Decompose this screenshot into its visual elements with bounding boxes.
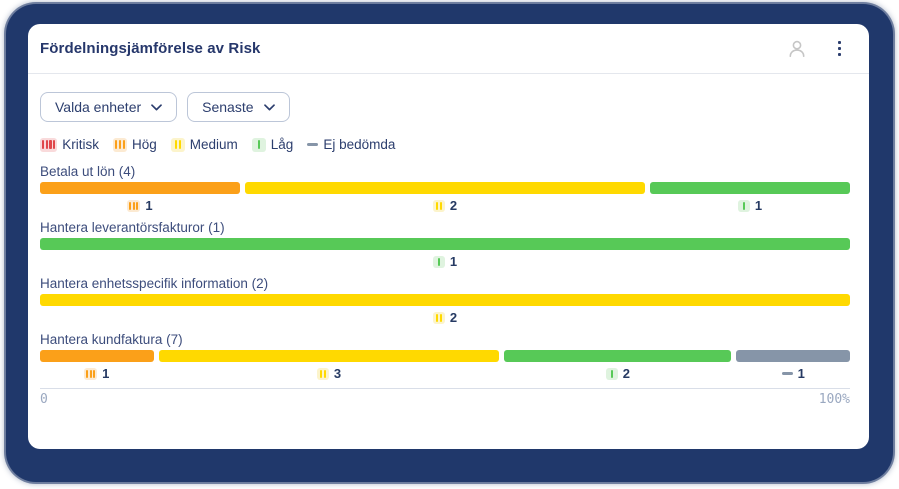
segment-count-value: 1 <box>797 366 805 381</box>
legend-label: Medium <box>189 137 238 152</box>
legend-item-kritisk[interactable]: Kritisk <box>40 137 99 152</box>
segment-count-value: 2 <box>449 310 458 325</box>
lag-severity-icon <box>432 255 445 268</box>
hog-severity-icon <box>113 137 127 152</box>
legend-label: Kritisk <box>62 137 99 152</box>
user-icon[interactable] <box>786 38 808 60</box>
segment-count-value: 1 <box>754 198 763 213</box>
segment-count-value: 2 <box>449 198 458 213</box>
card-header: Fördelningsjämförelse av Risk <box>28 24 869 74</box>
row-bars: 1 3 2 1 <box>40 350 851 381</box>
segment-count-value: 2 <box>622 366 630 381</box>
bar-segment-lag[interactable] <box>504 350 732 362</box>
segment-count: 1 <box>40 254 850 269</box>
segment-count: 2 <box>504 366 731 381</box>
x-axis: 0 100% <box>40 388 850 407</box>
row-label: Hantera enhetsspecifik information (2) <box>40 276 269 291</box>
legend-item-hog[interactable]: Hög <box>113 137 157 152</box>
chart-row: Hantera kundfaktura (7) 1 3 2 1 <box>40 332 851 381</box>
lag-severity-icon <box>605 367 618 380</box>
segment-count-value: 1 <box>449 254 458 269</box>
legend-item-ej[interactable]: Ej bedömda <box>307 137 395 152</box>
bar-segment-lag[interactable] <box>40 238 850 250</box>
hog-severity-icon <box>127 199 141 212</box>
units-filter-dropdown[interactable]: Valda enheter <box>40 92 178 122</box>
segment-count: 1 <box>40 366 154 381</box>
period-filter-dropdown[interactable]: Senaste <box>187 92 290 122</box>
chevron-down-icon <box>151 103 162 110</box>
filter-bar: Valda enheter Senaste <box>40 92 850 122</box>
segment-count-value: 3 <box>333 366 342 381</box>
row-bars: 2 <box>40 294 850 325</box>
axis-end-label: 100% <box>818 392 850 407</box>
header-icons <box>786 38 845 60</box>
axis-start-label: 0 <box>40 392 48 407</box>
legend-item-medium[interactable]: Medium <box>170 137 238 152</box>
segment-count-value: 1 <box>102 366 110 381</box>
bar-segment-medium[interactable] <box>245 182 645 194</box>
segment-ej: 1 <box>736 350 851 381</box>
chart-row: Betala ut lön (4) 1 2 1 <box>40 164 850 213</box>
row-bars: 1 2 1 <box>40 182 850 213</box>
chart-rows: Betala ut lön (4) 1 2 1 Hantera leverantörsf… <box>40 164 851 381</box>
segment-count-value: 1 <box>145 198 153 213</box>
segment-lag: 2 <box>504 350 732 381</box>
segment-count: 2 <box>245 198 645 213</box>
row-label: Hantera kundfaktura (7) <box>40 332 183 347</box>
ej-dash-icon <box>781 371 793 376</box>
bar-segment-medium[interactable] <box>158 350 500 362</box>
bar-segment-hog[interactable] <box>40 182 240 194</box>
chart-row: Hantera leverantörsfakturor (1) 1 <box>40 220 850 269</box>
row-bars: 1 <box>40 238 850 269</box>
segment-lag: 1 <box>40 238 850 269</box>
card-body: Valda enheter Senaste Kritisk Hög Medium Lå… <box>28 74 869 407</box>
segment-count: 2 <box>40 310 850 325</box>
period-filter-label: Senaste <box>202 99 254 115</box>
legend: Kritisk Hög Medium Låg Ej bedömda <box>40 137 850 152</box>
medium-severity-icon <box>432 199 445 212</box>
legend-item-lag[interactable]: Låg <box>251 137 294 152</box>
row-label: Hantera leverantörsfakturor (1) <box>40 220 225 235</box>
bar-segment-lag[interactable] <box>650 182 850 194</box>
segment-medium: 2 <box>245 182 645 213</box>
medium-severity-icon <box>432 311 445 324</box>
lag-severity-icon <box>251 137 266 152</box>
risk-comparison-card: Fördelningsjämförelse av Risk Valda enhe… <box>28 24 869 449</box>
legend-label: Hög <box>132 137 157 152</box>
page-title: Fördelningsjämförelse av Risk <box>40 40 261 57</box>
segment-count: 1 <box>650 198 850 213</box>
segment-count: 3 <box>159 366 500 381</box>
kritisk-severity-icon <box>40 137 58 152</box>
kebab-menu-icon[interactable] <box>834 39 845 58</box>
ej-dash-icon <box>307 142 319 147</box>
units-filter-label: Valda enheter <box>55 99 142 115</box>
medium-severity-icon <box>316 367 329 380</box>
bar-segment-medium[interactable] <box>40 294 850 306</box>
chart-row: Hantera enhetsspecifik information (2) 2 <box>40 276 850 325</box>
legend-label: Låg <box>270 137 294 152</box>
segment-hog: 1 <box>40 350 154 381</box>
row-label: Betala ut lön (4) <box>40 164 136 179</box>
lag-severity-icon <box>737 199 750 212</box>
hog-severity-icon <box>84 367 98 380</box>
segment-count: 1 <box>736 366 850 381</box>
segment-hog: 1 <box>40 182 240 213</box>
bar-segment-ej[interactable] <box>736 350 851 362</box>
segment-count: 1 <box>40 198 240 213</box>
legend-label: Ej bedömda <box>323 137 396 152</box>
medium-severity-icon <box>170 137 185 152</box>
segment-lag: 1 <box>650 182 850 213</box>
segment-medium: 2 <box>40 294 850 325</box>
bar-segment-hog[interactable] <box>40 350 154 362</box>
chevron-down-icon <box>263 103 275 110</box>
segment-medium: 3 <box>158 350 500 381</box>
